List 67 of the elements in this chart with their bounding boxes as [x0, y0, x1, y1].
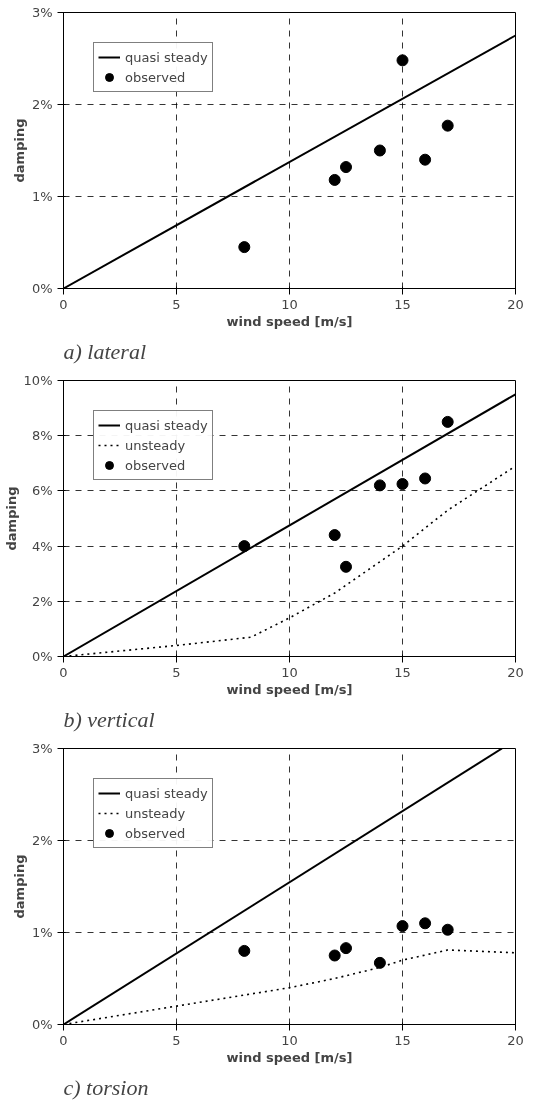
legend-label: observed [125, 825, 186, 841]
y-tick-label: 1% [31, 189, 53, 204]
x-axis-title: wind speed [m/s] [226, 313, 353, 329]
point [373, 956, 386, 969]
x-axis-title: wind speed [m/s] [226, 681, 353, 697]
x-tick-label: 5 [172, 664, 181, 680]
y-axis-title: damping [11, 118, 27, 183]
y-tick-label: 10% [23, 373, 53, 388]
point [328, 949, 341, 962]
point [441, 415, 454, 428]
legend-label: observed [125, 457, 186, 473]
x-tick-label: 10 [281, 664, 298, 680]
y-tick-label: 4% [31, 538, 53, 554]
y-tick-label: 8% [31, 428, 53, 444]
point [340, 560, 352, 573]
point [441, 119, 454, 132]
legend-label: quasi steady [125, 785, 208, 801]
point [328, 529, 341, 542]
x-tick-label: 20 [507, 664, 524, 680]
point [340, 942, 352, 955]
x-tick-label: 0 [59, 296, 68, 312]
point [419, 917, 432, 930]
point [396, 478, 409, 490]
x-tick-label: 20 [507, 296, 524, 312]
x-tick-label: 20 [507, 1032, 524, 1048]
y-tick-label: 0% [31, 649, 53, 664]
y-tick-label: 2% [31, 97, 53, 112]
x-tick-label: 10 [281, 1032, 298, 1048]
x-tick-label: 5 [172, 296, 181, 312]
x-tick-label: 5 [172, 1032, 181, 1048]
x-tick-label: 0 [59, 664, 68, 680]
point [373, 479, 386, 492]
y-tick-label: 0% [31, 1017, 53, 1032]
x-tick-label: 0 [59, 1032, 68, 1048]
point [340, 161, 352, 174]
x-axis-title: wind speed [m/s] [226, 1049, 353, 1065]
y-tick-label: 3% [31, 741, 53, 756]
point [373, 144, 386, 157]
x-tick-label: 10 [281, 296, 298, 312]
y-tick-label: 1% [31, 925, 53, 940]
x-tick-label: 15 [394, 1032, 411, 1048]
y-tick-label: 2% [31, 833, 53, 848]
point [238, 540, 251, 553]
point [328, 173, 341, 186]
y-tick-label: 3% [31, 5, 53, 20]
y-tick-label: 0% [31, 281, 53, 296]
legend-label: unsteady [125, 805, 186, 821]
text: c) torsion [63, 1074, 149, 1100]
legend-label: observed [125, 69, 186, 85]
point [238, 944, 251, 957]
point [419, 153, 432, 166]
point [441, 923, 454, 936]
point [419, 472, 432, 485]
legend-label: unsteady [125, 437, 186, 453]
y-tick-label: 2% [31, 593, 53, 609]
point [396, 54, 409, 67]
x-tick-label: 15 [394, 296, 411, 312]
y-axis-title: damping [11, 854, 27, 919]
point [238, 241, 251, 254]
text: a) lateral [63, 338, 146, 364]
text: b) vertical [63, 706, 155, 732]
legend-label: quasi steady [125, 49, 208, 65]
x-tick-label: 15 [394, 664, 411, 680]
legend-label: quasi steady [125, 417, 208, 433]
y-tick-label: 6% [31, 483, 53, 499]
y-axis-title: damping [3, 486, 19, 551]
point [396, 920, 409, 933]
